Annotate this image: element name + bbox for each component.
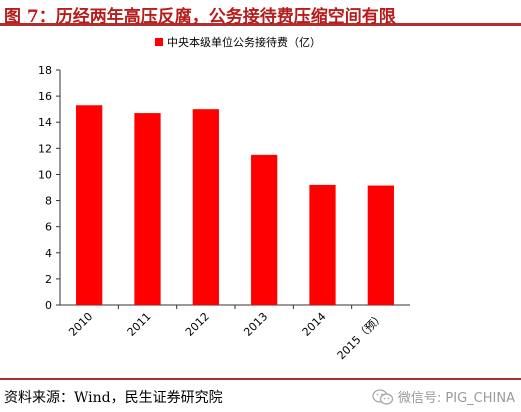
figure-title-bar: 图 7：历经两年高压反腐，公务接待费压缩空间有限 <box>0 0 521 27</box>
x-tick-label: 2011 <box>125 310 154 339</box>
y-tick-label: 2 <box>45 273 52 286</box>
legend-swatch <box>155 38 163 46</box>
y-tick-label: 14 <box>38 116 52 129</box>
bar <box>251 154 278 305</box>
legend-label: 中央本级单位公务接待费（亿） <box>167 35 321 49</box>
y-tick-label: 16 <box>38 90 52 103</box>
y-tick-label: 18 <box>38 64 52 77</box>
y-tick-label: 8 <box>45 195 52 208</box>
source-note: 资料来源：Wind，民生证券研究院 <box>4 390 223 406</box>
wechat-icon <box>372 388 394 405</box>
bar <box>192 109 219 306</box>
y-tick-label: 10 <box>38 168 52 181</box>
x-tick-label: 2012 <box>183 310 212 339</box>
y-tick-label: 4 <box>45 247 52 260</box>
y-tick-label: 6 <box>45 221 52 234</box>
footer: 资料来源：Wind，民生证券研究院 微信号: PIG_CHINA <box>0 378 521 412</box>
bar <box>134 113 161 305</box>
watermark: 微信号: PIG_CHINA <box>372 387 515 406</box>
y-tick-label: 12 <box>38 142 52 155</box>
x-axis: 2010 2011 2012 2013 2014 2015（预） <box>60 304 410 362</box>
watermark-text: 微信号: PIG_CHINA <box>397 391 515 406</box>
chart-legend: 中央本级单位公务接待费（亿） <box>155 35 321 49</box>
bar <box>309 184 336 305</box>
x-tick-label: 2015（预） <box>335 310 387 362</box>
x-tick-label: 2014 <box>300 310 329 339</box>
y-axis: 0 2 4 6 8 10 12 14 16 18 <box>38 64 61 312</box>
x-tick-label: 2010 <box>66 310 95 339</box>
bar <box>76 105 103 305</box>
bar-series <box>76 105 394 306</box>
bar <box>367 185 394 305</box>
figure-title: 图 7：历经两年高压反腐，公务接待费压缩空间有限 <box>4 7 396 27</box>
y-tick-label: 0 <box>45 299 52 312</box>
x-tick-label: 2013 <box>241 310 270 339</box>
